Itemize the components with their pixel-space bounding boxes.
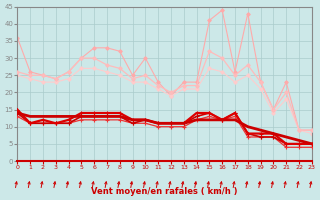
X-axis label: Vent moyen/en rafales ( km/h ): Vent moyen/en rafales ( km/h ) — [91, 187, 238, 196]
